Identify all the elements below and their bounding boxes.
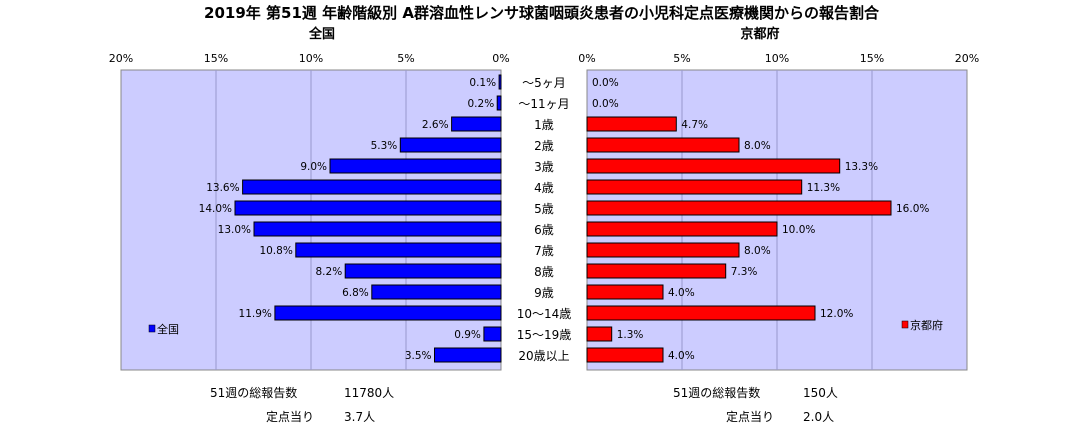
data-label-zenkoku: 8.2% (316, 266, 343, 278)
x-tick-label-left: 5% (397, 52, 414, 65)
right-total-value: 150人 (803, 386, 838, 400)
bar-kyoto (586, 221, 778, 237)
data-label-kyoto: 4.0% (668, 287, 695, 299)
data-label-kyoto: 4.7% (681, 119, 708, 131)
data-label-zenkoku: 2.6% (422, 119, 449, 131)
data-label-kyoto: 0.0% (592, 98, 619, 110)
category-label: 20歳以上 (518, 349, 569, 363)
data-label-zenkoku: 0.1% (469, 77, 496, 89)
data-label-kyoto: 16.0% (896, 203, 929, 215)
category-label: 4歳 (534, 181, 554, 195)
data-label-kyoto: 1.3% (617, 329, 644, 341)
bar-kyoto (586, 158, 841, 174)
category-label: 2歳 (534, 139, 554, 153)
x-tick-label-right: 20% (955, 52, 979, 65)
x-tick-label-right: 0% (578, 52, 595, 65)
left-per-value: 3.7人 (344, 410, 376, 424)
bar-kyoto (586, 179, 803, 195)
data-label-zenkoku: 11.9% (239, 308, 272, 320)
bar-zenkoku (399, 137, 502, 153)
x-tick-label-left: 20% (109, 52, 133, 65)
category-label: ～11ヶ月 (518, 97, 569, 111)
category-label: 6歳 (534, 223, 554, 237)
data-label-kyoto: 8.0% (744, 140, 771, 152)
right-total-label: 51週の総報告数 (673, 386, 761, 400)
right-panel-title: 京都府 (740, 26, 779, 42)
legend-box-right (899, 318, 959, 332)
data-label-kyoto: 4.0% (668, 350, 695, 362)
bar-zenkoku (483, 326, 502, 342)
x-tick-label-left: 15% (204, 52, 228, 65)
bar-kyoto (586, 347, 664, 363)
data-label-zenkoku: 0.9% (454, 329, 481, 341)
data-label-zenkoku: 13.6% (206, 182, 239, 194)
category-label: 1歳 (534, 118, 554, 132)
bar-zenkoku (451, 116, 502, 132)
category-label: 9歳 (534, 286, 554, 300)
x-tick-label-right: 10% (765, 52, 789, 65)
bar-zenkoku (498, 74, 502, 90)
bar-zenkoku (234, 200, 502, 216)
data-label-kyoto: 0.0% (592, 77, 619, 89)
bar-kyoto (586, 200, 892, 216)
data-label-zenkoku: 10.8% (259, 245, 292, 257)
bar-zenkoku (295, 242, 502, 258)
data-label-kyoto: 13.3% (845, 161, 878, 173)
legend-label-left: 全国 (157, 322, 179, 336)
bar-kyoto (586, 137, 740, 153)
data-label-kyoto: 8.0% (744, 245, 771, 257)
bar-zenkoku (274, 305, 502, 321)
bar-zenkoku (371, 284, 502, 300)
data-label-zenkoku: 13.0% (218, 224, 251, 236)
data-label-zenkoku: 6.8% (342, 287, 369, 299)
legend-label-right: 京都府 (910, 318, 943, 332)
bar-kyoto (586, 263, 727, 279)
data-label-kyoto: 11.3% (807, 182, 840, 194)
bar-kyoto (586, 305, 816, 321)
x-tick-label-left: 0% (492, 52, 509, 65)
bar-kyoto (586, 326, 613, 342)
left-panel-title: 全国 (308, 26, 335, 42)
legend-swatch-right (901, 320, 909, 329)
left-per-label: 定点当り (266, 410, 315, 424)
bar-kyoto (586, 242, 740, 258)
data-label-zenkoku: 3.5% (405, 350, 432, 362)
category-label: 3歳 (534, 160, 554, 174)
data-label-zenkoku: 9.0% (300, 161, 327, 173)
category-label: 5歳 (534, 202, 554, 216)
x-tick-label-left: 10% (299, 52, 323, 65)
right-per-label: 定点当り (726, 410, 775, 424)
bar-kyoto (586, 284, 664, 300)
category-label: 7歳 (534, 244, 554, 258)
x-tick-label-right: 5% (673, 52, 690, 65)
bar-kyoto (586, 116, 677, 132)
category-label: 15～19歳 (517, 328, 572, 342)
legend-swatch-left (148, 324, 156, 333)
data-label-kyoto: 7.3% (731, 266, 758, 278)
bar-zenkoku (434, 347, 502, 363)
category-label: ～5ヶ月 (522, 76, 566, 90)
bar-zenkoku (329, 158, 502, 174)
bar-zenkoku (344, 263, 502, 279)
left-total-label: 51週の総報告数 (210, 386, 298, 400)
x-tick-label-right: 15% (860, 52, 884, 65)
data-label-zenkoku: 5.3% (371, 140, 398, 152)
bar-zenkoku (253, 221, 502, 237)
data-label-zenkoku: 14.0% (199, 203, 232, 215)
chart-title: 2019年 第51週 年齢階級別 A群溶血性レンサ球菌咽頭炎患者の小児科定点医療… (204, 4, 879, 22)
bar-zenkoku (496, 95, 502, 111)
category-label: 10～14歳 (517, 307, 572, 321)
bar-zenkoku (242, 179, 502, 195)
right-per-value: 2.0人 (803, 410, 835, 424)
data-label-kyoto: 12.0% (820, 308, 853, 320)
data-label-kyoto: 10.0% (782, 224, 815, 236)
category-label: 8歳 (534, 265, 554, 279)
left-total-value: 11780人 (344, 386, 395, 400)
data-label-zenkoku: 0.2% (468, 98, 495, 110)
legend-box-left (146, 322, 192, 336)
